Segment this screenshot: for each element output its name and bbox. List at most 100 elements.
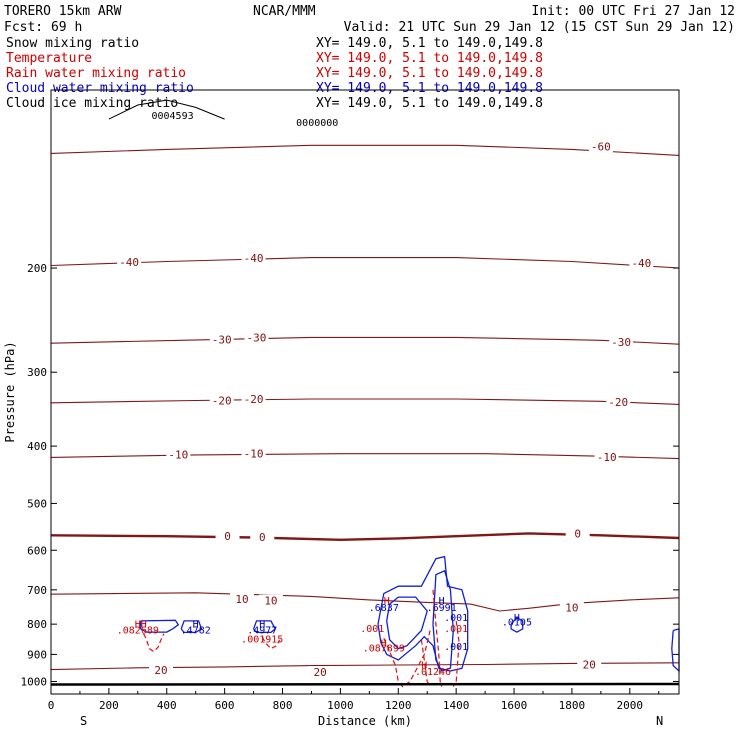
contour-label-bg xyxy=(609,336,634,349)
contour-label: -20 xyxy=(608,396,628,409)
contour-label: 20 xyxy=(314,666,327,679)
cloud-water-contour xyxy=(510,616,524,633)
x-tick-label: 400 xyxy=(157,699,177,712)
contour-label-bg xyxy=(215,530,240,543)
contour-label-bg xyxy=(588,140,613,153)
contour-label: 0 xyxy=(574,527,581,540)
contour-label-bg xyxy=(594,451,619,464)
contour-label: -30 xyxy=(247,331,267,344)
y-tick-label: 700 xyxy=(27,584,47,597)
cloud-water-contour xyxy=(377,555,469,672)
y-tick-label: 1000 xyxy=(21,675,48,688)
contour-label-bg xyxy=(209,394,234,407)
contour-label: -30 xyxy=(611,336,631,349)
contour-label-bg xyxy=(250,530,275,543)
x-tick-label: 200 xyxy=(99,699,119,712)
rain-water-contours xyxy=(143,589,460,688)
extrema-marker: HH xyxy=(135,619,147,630)
isotherm--20 xyxy=(50,398,680,405)
isotherm--40 xyxy=(50,257,680,269)
y-tick-label: 500 xyxy=(27,497,47,510)
rain-water-contour xyxy=(432,589,443,687)
rain-water-contour xyxy=(383,630,431,688)
contour-label: 0 xyxy=(224,530,231,543)
x-tick-label: 0 xyxy=(48,699,55,712)
contour-label-bg xyxy=(209,333,234,346)
contour-label: 20 xyxy=(583,659,596,672)
contour-label: -20 xyxy=(212,394,232,407)
contour-label-bg xyxy=(565,527,590,540)
valid-time: Valid: 21 UTC Sun 29 Jan 12 (15 CST Sun … xyxy=(344,20,735,35)
x-axis: 0 200 400 600 800 1000 1200 1400 1600 1800 2000 xyxy=(48,688,660,712)
cloud-water-contour xyxy=(180,620,203,634)
contour-label: -40 xyxy=(631,257,651,270)
y-tick-label: 800 xyxy=(27,618,47,631)
contour-label-bg xyxy=(166,448,191,461)
contour-label: -10 xyxy=(597,451,617,464)
extrema-marker: H xyxy=(384,596,390,607)
snow-contours xyxy=(108,99,225,120)
x-tick-label: 2000 xyxy=(617,699,644,712)
field-name: Cloud water mixing ratio xyxy=(6,81,194,96)
extrema-marker: H xyxy=(259,619,265,630)
field-xy: XY= 149.0, 5.1 to 149.0,149.8 xyxy=(316,81,543,96)
cloud-water-contour xyxy=(671,628,680,673)
extrema-markers: HH H HH HHHH.082689.4782.4977.001915.6837.6… xyxy=(117,111,532,678)
x-tick-label: 600 xyxy=(215,699,235,712)
rain-water-contour xyxy=(420,639,431,687)
forecast-hour: Fcst: 69 h xyxy=(4,20,82,35)
contour-label-bg xyxy=(559,601,584,614)
x-tick-label: 800 xyxy=(273,699,293,712)
extrema-marker: H xyxy=(421,660,427,671)
contour-label-bg xyxy=(241,251,266,264)
contour-label-bg xyxy=(117,255,142,268)
contour-label-bg xyxy=(308,666,333,679)
ground-surface xyxy=(50,682,680,686)
x-tick-label: 1200 xyxy=(385,699,412,712)
plot-frame xyxy=(50,89,680,695)
cloud-water-contour xyxy=(432,569,454,672)
x-tick-label: 1800 xyxy=(559,699,586,712)
extrema-value: .6837 xyxy=(369,603,399,614)
field-name: Temperature xyxy=(6,51,92,66)
field-legend: Snow mixing ratio XY= 149.0, 5.1 to 149.0… xyxy=(6,36,543,111)
field-xy: XY= 149.0, 5.1 to 149.0,149.8 xyxy=(316,36,543,51)
extrema-marker: H xyxy=(193,619,199,630)
extrema-value: .4782 xyxy=(181,626,211,637)
contour-label: -20 xyxy=(244,393,264,406)
cloud-water-contours xyxy=(140,555,680,673)
x-tick-label: 1000 xyxy=(327,699,354,712)
extrema-value: 0004593 xyxy=(151,111,193,122)
field-name: Cloud ice mixing ratio xyxy=(6,96,178,111)
field-name: Snow mixing ratio xyxy=(6,36,139,51)
extrema-value: 0000000 xyxy=(296,118,338,129)
rain-water-contour xyxy=(452,620,460,687)
contour-label-bg xyxy=(244,331,269,344)
extrema-value: .01246 xyxy=(415,667,451,678)
isotherm--10 xyxy=(50,453,680,460)
x-axis-label: Distance (km) xyxy=(318,714,412,728)
model-title: TORERO 15km ARW xyxy=(4,4,122,19)
y-tick-label: 600 xyxy=(27,544,47,557)
extrema-value: .6991 xyxy=(427,603,457,614)
rain-water-contour xyxy=(261,636,281,650)
extrema-marker: H xyxy=(514,613,520,624)
contour-label: -40 xyxy=(119,256,139,269)
extrema-value: .001 xyxy=(444,613,468,624)
extrema-value: .001915 xyxy=(241,635,283,646)
extrema-value: .082689 xyxy=(117,626,159,637)
extrema-value: .4977 xyxy=(247,626,277,637)
extrema-value: .0105 xyxy=(502,618,532,629)
y-tick-label: 200 xyxy=(27,262,47,275)
contour-label: 10 xyxy=(235,593,248,606)
center-title: NCAR/MMM xyxy=(253,4,316,19)
contour-label: -10 xyxy=(244,447,264,460)
contour-labels: -60 -40 -40 -40 -30 -30 -30 -20 -20 -20 -10 -10 -10 0… xyxy=(117,140,654,679)
contour-label-bg xyxy=(230,592,255,605)
temperature-isotherms xyxy=(50,144,680,671)
field-xy: XY= 149.0, 5.1 to 149.0,149.8 xyxy=(316,51,543,66)
contour-label: 10 xyxy=(264,595,277,608)
extrema-marker: H xyxy=(439,596,445,607)
x-tick-label: 1400 xyxy=(443,699,470,712)
